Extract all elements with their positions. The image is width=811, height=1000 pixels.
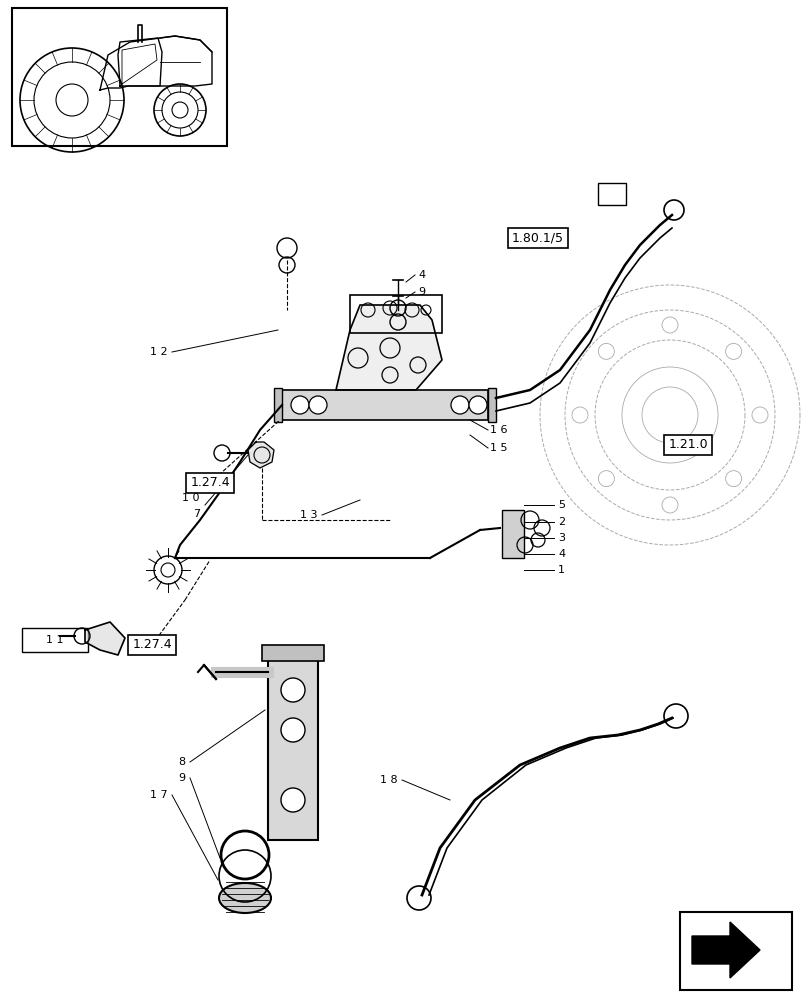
Circle shape [281, 718, 305, 742]
Text: 1 1: 1 1 [46, 635, 64, 645]
Bar [268, 650, 318, 840]
Circle shape [663, 200, 683, 220]
Circle shape [663, 704, 687, 728]
Text: 1 0: 1 0 [182, 493, 200, 503]
Bar [501, 510, 523, 558]
Bar [262, 645, 324, 661]
Bar [273, 388, 281, 422]
Text: 1 2: 1 2 [150, 347, 168, 357]
Text: 1 7: 1 7 [150, 790, 168, 800]
Circle shape [281, 788, 305, 812]
Circle shape [406, 886, 431, 910]
Polygon shape [85, 622, 125, 655]
Text: 9: 9 [418, 287, 425, 297]
Bar [597, 183, 625, 205]
Text: 1 5: 1 5 [489, 443, 507, 453]
Text: 1.27.4: 1.27.4 [132, 639, 172, 652]
Text: 4: 4 [418, 270, 425, 280]
Circle shape [450, 396, 469, 414]
Bar [22, 628, 88, 652]
Bar [350, 295, 441, 333]
Bar [12, 8, 227, 146]
Text: 1 8: 1 8 [380, 775, 397, 785]
Circle shape [469, 396, 487, 414]
Text: 1 3: 1 3 [300, 510, 318, 520]
Circle shape [214, 445, 230, 461]
Text: 1.21.0: 1.21.0 [667, 438, 707, 452]
Circle shape [281, 678, 305, 702]
Ellipse shape [219, 883, 271, 913]
Polygon shape [247, 442, 273, 468]
Circle shape [290, 396, 309, 414]
Text: 2: 2 [557, 517, 564, 527]
Polygon shape [336, 305, 441, 390]
Bar [679, 912, 791, 990]
Text: 7: 7 [193, 509, 200, 519]
Bar [277, 390, 487, 420]
Text: 8: 8 [178, 757, 185, 767]
Text: 9: 9 [178, 773, 185, 783]
Text: 4: 4 [557, 549, 564, 559]
Bar [487, 388, 496, 422]
Text: 1 6: 1 6 [489, 425, 507, 435]
Polygon shape [691, 922, 759, 978]
Text: 5: 5 [557, 500, 564, 510]
Text: 3: 3 [557, 533, 564, 543]
Text: 1: 1 [557, 565, 564, 575]
Text: 1.27.4: 1.27.4 [190, 477, 230, 489]
Circle shape [309, 396, 327, 414]
Text: 1.80.1/5: 1.80.1/5 [512, 232, 564, 244]
